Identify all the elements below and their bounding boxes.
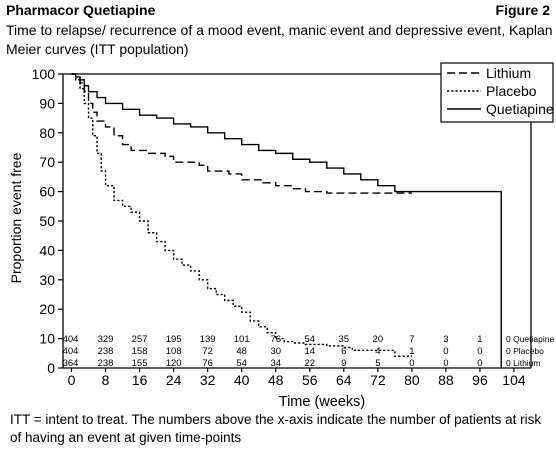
at-risk-count: 30: [270, 346, 281, 357]
x-tick-label: 72: [370, 372, 386, 388]
at-risk-count: 9: [341, 358, 346, 369]
at-risk-count: 101: [234, 334, 250, 345]
at-risk-count: 72: [202, 346, 213, 357]
at-risk-count: 158: [132, 346, 148, 357]
at-risk-count: 14: [304, 346, 315, 357]
x-tick-label: 40: [234, 372, 250, 388]
at-risk-count: 238: [98, 358, 114, 369]
y-tick-label: 40: [39, 242, 55, 258]
at-risk-count: 1: [477, 334, 482, 345]
y-axis-label: Proportion event free: [8, 152, 24, 283]
x-tick-label: 80: [404, 372, 420, 388]
chart-title: Time to relapse/ recurrence of a mood ev…: [6, 22, 553, 57]
report-source: Pharmacor Quetiapine: [6, 2, 156, 18]
y-tick-label: 80: [39, 125, 55, 141]
at-risk-count: 238: [98, 346, 114, 357]
survival-curves: [71, 73, 502, 368]
x-tick-label: 88: [438, 372, 454, 388]
at-risk-count: 139: [200, 334, 216, 345]
y-tick-label: 90: [39, 95, 55, 111]
at-risk-count: 0: [477, 346, 482, 357]
at-risk-count: 364: [63, 358, 79, 369]
legend-label-quetiapine: Quetiapine: [486, 101, 554, 117]
at-risk-count: 329: [98, 334, 114, 345]
y-tick-label: 70: [39, 154, 55, 170]
at-risk-count: 155: [132, 358, 148, 369]
x-tick-label: 16: [132, 372, 148, 388]
at-risk-count: 108: [166, 346, 182, 357]
y-tick-label: 30: [39, 272, 55, 288]
at-risk-table: 404 329 257 195 139 101 76 54 35 20 7 3 1 0 Quetiapin…: [63, 334, 555, 369]
at-risk-count: 257: [132, 334, 148, 345]
at-risk-count: 76: [202, 358, 213, 369]
at-risk-count: 76: [270, 334, 281, 345]
at-risk-row-label: 0 Lithium: [506, 358, 541, 368]
y-tick-label: 100: [32, 66, 56, 82]
x-tick-label: 48: [268, 372, 284, 388]
x-tick-label: 0: [68, 372, 76, 388]
legend-label-lithium: Lithium: [486, 65, 531, 81]
at-risk-count: 404: [63, 346, 79, 357]
x-tick-label: 104: [502, 372, 526, 388]
at-risk-row-label: 0 Placebo: [506, 346, 544, 356]
x-tick-label: 56: [302, 372, 318, 388]
y-tick-label: 20: [39, 301, 55, 317]
at-risk-count: 195: [166, 334, 182, 345]
at-risk-count: 20: [373, 334, 384, 345]
at-risk-count: 0: [477, 358, 482, 369]
at-risk-count: 0: [443, 346, 448, 357]
at-risk-count: 22: [304, 358, 315, 369]
at-risk-count: 34: [270, 358, 281, 369]
at-risk-count: 7: [409, 334, 414, 345]
x-tick-label: 8: [102, 372, 110, 388]
at-risk-count: 35: [339, 334, 350, 345]
at-risk-count: 5: [375, 358, 380, 369]
x-tick-label: 96: [472, 372, 488, 388]
at-risk-count: 54: [236, 358, 247, 369]
at-risk-count: 120: [166, 358, 182, 369]
legend-label-placebo: Placebo: [486, 83, 537, 99]
y-tick-label: 60: [39, 184, 55, 200]
footnote: ITT = intent to treat. The numbers above…: [10, 412, 542, 445]
x-tick-label: 64: [336, 372, 352, 388]
at-risk-count: 4: [375, 346, 380, 357]
figure-number: Figure 2: [495, 2, 550, 18]
curve-quetiapine: [71, 73, 502, 368]
curve-placebo: [71, 73, 412, 357]
curve-lithium: [71, 73, 412, 194]
y-tick-label: 10: [39, 331, 55, 347]
at-risk-count: 1: [409, 346, 414, 357]
x-tick-label: 24: [166, 372, 182, 388]
at-risk-count: 6: [341, 346, 346, 357]
x-tick-label: 32: [200, 372, 216, 388]
at-risk-count: 404: [63, 334, 79, 345]
legend: Lithium Placebo Quetiapine: [440, 62, 554, 123]
y-tick-label: 0: [47, 360, 55, 376]
at-risk-count: 54: [304, 334, 315, 345]
y-tick-label: 50: [39, 213, 55, 229]
at-risk-count: 3: [443, 334, 448, 345]
at-risk-count: 48: [236, 346, 247, 357]
x-axis-label: Time (weeks): [279, 394, 365, 410]
at-risk-row-label: 0 Quetiapine: [506, 334, 554, 344]
at-risk-count: 0: [443, 358, 448, 369]
at-risk-count: 0: [409, 358, 414, 369]
